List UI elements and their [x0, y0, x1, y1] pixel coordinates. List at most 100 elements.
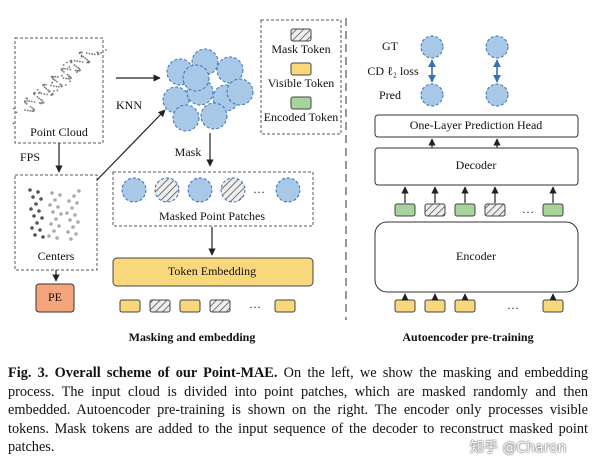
token — [290, 96, 312, 110]
cloud-point — [88, 60, 91, 63]
cloud-point — [74, 69, 77, 72]
center-point — [49, 222, 53, 226]
cloud-point — [76, 69, 79, 72]
patches-label: Masked Point Patches — [159, 209, 265, 223]
center-point — [51, 210, 55, 214]
cloud-point — [96, 51, 99, 54]
patch — [275, 177, 301, 203]
cloud-point — [46, 93, 48, 96]
cloud-point — [69, 68, 72, 71]
cloud-point — [54, 79, 56, 82]
center-point — [50, 191, 54, 195]
token — [394, 203, 416, 217]
cloud-point — [39, 102, 42, 105]
ellipsis: … — [507, 298, 519, 312]
cloud-point — [67, 77, 70, 80]
cloud-point — [36, 88, 39, 91]
center-point — [69, 237, 73, 241]
patch — [172, 104, 200, 132]
cloud-point — [25, 102, 28, 105]
token — [274, 299, 296, 313]
ellipsis: … — [249, 297, 261, 311]
center-point — [74, 232, 78, 236]
center-point — [73, 213, 77, 217]
center-point — [70, 206, 74, 210]
patch — [420, 35, 444, 59]
cloud-point — [77, 66, 79, 69]
cloud-point — [100, 52, 103, 54]
cloud-point — [48, 90, 50, 93]
cloud-point — [79, 69, 81, 72]
cloud-point — [26, 99, 28, 102]
gt-label: GT — [382, 39, 399, 53]
cloud-point — [91, 53, 94, 55]
center-point — [39, 197, 43, 201]
center-point — [66, 230, 70, 234]
encoder-label: Encoder — [456, 249, 496, 263]
cloud-point — [31, 110, 34, 112]
center-point — [48, 203, 52, 207]
token — [119, 299, 141, 313]
cloud-point — [60, 74, 63, 77]
patch — [420, 83, 444, 107]
caption: Fig. 3. Overall scheme of our Point-MAE.… — [8, 364, 588, 457]
cloud-point — [80, 54, 83, 57]
patch — [220, 177, 246, 203]
center-point — [54, 217, 58, 221]
center-point — [36, 190, 40, 194]
center-point — [68, 218, 72, 222]
caption-label: Fig. 3. Overall scheme of our Point-MAE. — [8, 365, 278, 381]
cloud-point — [29, 105, 32, 108]
cloud-point — [82, 55, 85, 58]
center-point — [37, 209, 41, 213]
cloud-point — [55, 85, 58, 88]
cloud-point — [25, 97, 28, 100]
cloud-point — [70, 60, 73, 62]
head-label: One-Layer Prediction Head — [410, 118, 543, 132]
patch — [121, 177, 147, 203]
cloud-point — [73, 59, 76, 62]
cloud-point — [59, 83, 62, 86]
center-point — [31, 195, 35, 199]
cloud-point — [65, 61, 68, 64]
token — [179, 299, 201, 313]
loss-label: CD ℓ₂ loss — [367, 64, 419, 78]
token — [424, 203, 446, 217]
cloud-point — [81, 51, 83, 54]
center-point — [33, 233, 37, 237]
cloud-point — [45, 83, 47, 86]
center-point — [30, 226, 34, 230]
decoder-box — [374, 147, 579, 186]
cloud-point — [75, 71, 78, 73]
cloud-point — [69, 80, 71, 83]
ellipsis: … — [522, 202, 534, 216]
cloud-point — [55, 80, 58, 83]
cloud-point — [36, 95, 39, 98]
cloud-point — [38, 97, 41, 100]
cloud-point — [37, 92, 40, 94]
pe-label: PE — [48, 290, 62, 304]
cloud-point — [30, 100, 33, 103]
cloud-point — [52, 75, 55, 78]
patch — [187, 177, 213, 203]
cloud-point — [31, 106, 33, 109]
cloud-point — [56, 89, 59, 92]
cloud-point — [65, 77, 67, 80]
token-embedding-box — [112, 257, 314, 287]
caption-text: On the left, we show the masking and emb… — [8, 365, 588, 456]
center-point — [28, 188, 32, 192]
cloud-point — [12, 122, 15, 125]
legend-box — [260, 19, 342, 135]
cloud-point — [47, 89, 49, 91]
center-point — [71, 225, 75, 229]
token — [484, 203, 506, 217]
fps-label: FPS — [20, 150, 40, 164]
cloud-point — [40, 98, 42, 101]
cloud-point — [54, 75, 57, 78]
ellipsis: … — [253, 182, 265, 196]
encoder-box — [374, 221, 579, 293]
center-point — [47, 234, 51, 238]
center-point — [53, 198, 57, 202]
cloud-point — [57, 85, 60, 88]
